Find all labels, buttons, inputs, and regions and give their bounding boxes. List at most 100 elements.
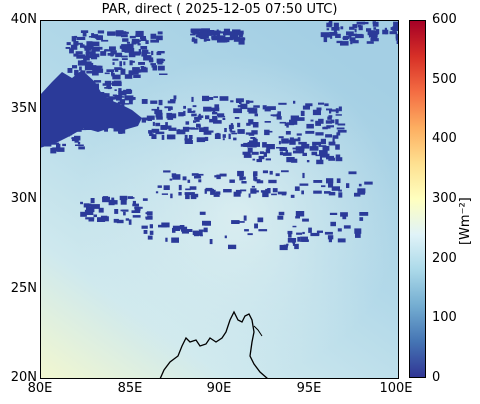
- cloud-patch: [337, 238, 346, 243]
- cloud-patch: [159, 73, 168, 75]
- cloud-patch: [86, 41, 93, 47]
- cloud-patch: [254, 113, 258, 117]
- cloud-patch: [182, 176, 187, 181]
- cloud-patch: [264, 129, 270, 136]
- cloud-mass-west: [40, 70, 142, 148]
- cloud-patch: [223, 39, 230, 43]
- cloud-patch: [132, 67, 140, 73]
- cloud-patch: [255, 190, 259, 193]
- lon-tick-85e: 85E: [117, 381, 143, 396]
- cloud-patch: [222, 134, 226, 138]
- cloud-patch: [302, 152, 307, 156]
- cloud-patch: [125, 218, 130, 221]
- cloud-patch: [111, 197, 115, 202]
- cloud-patch: [199, 36, 208, 39]
- cloud-patch: [246, 122, 251, 126]
- cloud-patch: [327, 116, 332, 120]
- cloud-patch: [148, 59, 154, 63]
- cloud-patch: [117, 101, 122, 105]
- cloud-patch: [156, 35, 163, 41]
- cloud-patch: [152, 65, 157, 71]
- cloud-patch: [292, 242, 295, 246]
- cloud-patch: [320, 32, 330, 38]
- cloud-patch: [90, 41, 100, 46]
- cloud-patch: [163, 185, 170, 190]
- cloud-patch: [241, 181, 247, 184]
- cloud-patch: [213, 96, 218, 98]
- cloud-patch: [138, 62, 145, 65]
- cloud-patch: [121, 48, 127, 52]
- cloud-patch: [238, 39, 245, 45]
- cloud-patch: [329, 109, 332, 114]
- cloud-patch: [161, 222, 170, 228]
- cloud-patch: [336, 178, 341, 183]
- cloud-patch: [335, 157, 343, 162]
- cloud-patch: [253, 171, 258, 176]
- cloud-patch: [278, 136, 284, 139]
- cloud-patch: [216, 113, 225, 117]
- cloud-patch: [251, 185, 255, 188]
- cloud-patch: [248, 133, 255, 136]
- cloud-patch: [247, 107, 255, 112]
- cloud-patch: [384, 27, 387, 32]
- cloud-patch: [141, 38, 144, 41]
- cloud-patch: [129, 60, 133, 66]
- cloud-patch: [192, 32, 201, 35]
- cloud-patch: [132, 215, 141, 218]
- cloud-patch: [111, 50, 117, 55]
- cloud-patch: [395, 33, 399, 39]
- cloud-patch: [85, 51, 95, 54]
- cloud-patch: [199, 29, 208, 36]
- colorbar-tick-400: 400: [432, 131, 457, 146]
- cloud-patch: [373, 27, 377, 30]
- cloud-patch: [128, 52, 136, 58]
- cloud-patch: [193, 120, 197, 123]
- cloud-patch: [262, 105, 267, 110]
- cloud-patch: [252, 137, 257, 142]
- cloud-patch: [103, 93, 110, 98]
- cloud-patch: [233, 191, 241, 197]
- cloud-patch: [281, 170, 289, 173]
- cloud-patch: [306, 123, 314, 129]
- cloud-patch: [270, 114, 279, 117]
- lat-tick-40n: 40N: [10, 12, 37, 27]
- cloud-patch: [157, 31, 163, 35]
- cloud-patch: [151, 50, 154, 56]
- cloud-patch: [113, 218, 119, 223]
- cloud-patch: [118, 128, 126, 134]
- cloud-patch: [316, 107, 322, 111]
- cloud-patch: [212, 37, 220, 39]
- cloud-patch: [120, 199, 127, 205]
- cloud-patch: [113, 126, 120, 132]
- cloud-patch: [145, 212, 152, 215]
- cloud-patch: [260, 190, 270, 193]
- cloud-patch: [335, 154, 341, 159]
- cloud-patch: [71, 137, 79, 142]
- cloud-patch: [305, 103, 313, 107]
- cloud-patch: [313, 190, 322, 194]
- cloud-patch: [214, 104, 220, 110]
- cloud-patch: [91, 33, 95, 38]
- cloud-patch: [203, 227, 208, 233]
- cloud-patch: [305, 130, 315, 134]
- cloud-patch: [113, 97, 120, 100]
- cloud-patch: [298, 141, 307, 145]
- cloud-patch: [199, 211, 206, 215]
- cloud-patch: [340, 26, 344, 30]
- cloud-patch: [151, 108, 159, 111]
- cloud-patch: [227, 31, 235, 36]
- cloud-patch: [150, 39, 159, 43]
- cloud-patch: [250, 188, 257, 194]
- cloud-patch: [121, 44, 130, 50]
- colorbar-tick-500: 500: [432, 72, 457, 87]
- cloud-patch: [283, 152, 292, 156]
- cloud-patch: [123, 61, 126, 66]
- cloud-patch: [333, 22, 339, 28]
- cloud-patch: [182, 126, 190, 132]
- cloud-patch: [85, 51, 90, 57]
- cloud-patch: [328, 191, 336, 196]
- cloud-patch: [346, 183, 350, 188]
- cloud-patch: [358, 25, 363, 31]
- cloud-patch: [96, 35, 103, 41]
- cloud-patch: [217, 115, 226, 118]
